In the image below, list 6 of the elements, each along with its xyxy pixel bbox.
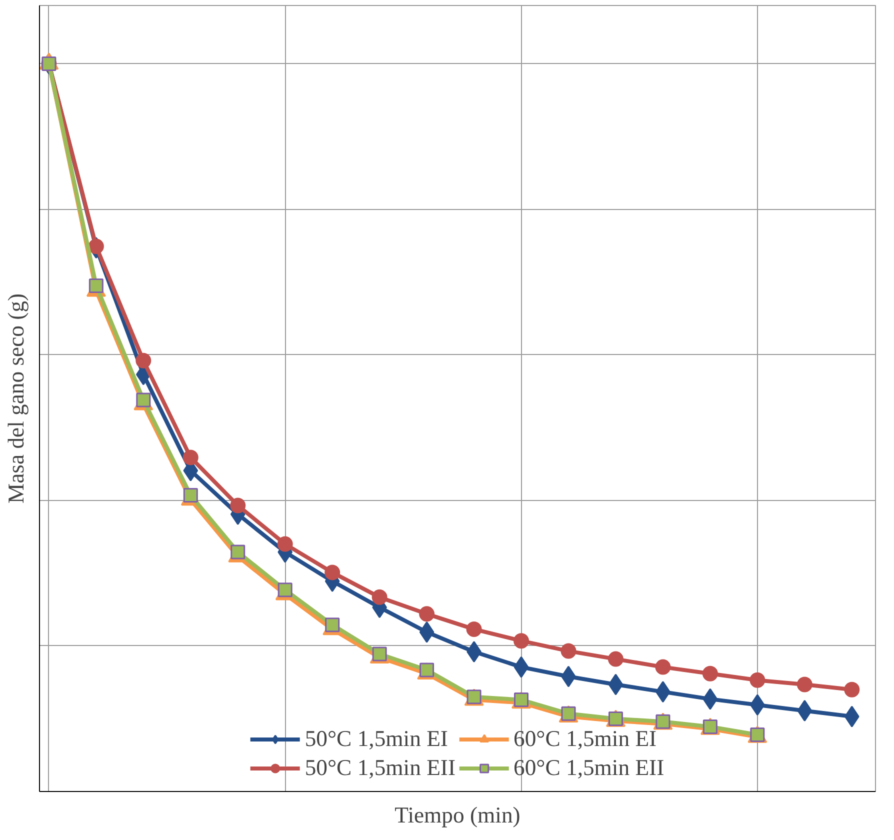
legend-label: 50°C 1,5min EII [304,755,456,781]
x-axis-title: Tiempo (min) [394,802,520,828]
y-axis-title: Masa del gano seco (g) [4,293,28,504]
legend-label: 60°C 1,5min EII [514,755,664,781]
legend-label: 60°C 1,5min EI [514,726,657,752]
legend-label: 50°C 1,5min EI [304,726,448,752]
